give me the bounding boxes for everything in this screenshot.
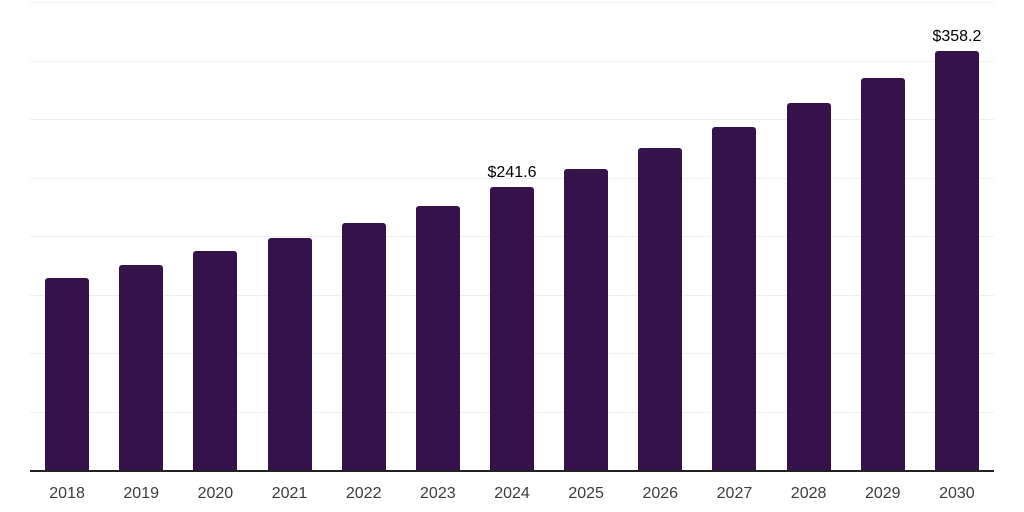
data-label-2024: $241.6 xyxy=(487,164,537,182)
x-tick-2021: 2021 xyxy=(271,485,308,502)
bar-2024 xyxy=(490,187,534,470)
bar-2029 xyxy=(860,78,905,470)
gridline-300 xyxy=(30,119,994,120)
bar-2020 xyxy=(193,251,238,470)
gridline-400 xyxy=(30,2,994,3)
x-tick-2024: 2024 xyxy=(494,485,530,502)
bar-2027 xyxy=(712,126,757,470)
x-tick-2025: 2025 xyxy=(568,485,604,502)
bar-2025 xyxy=(564,168,609,470)
bar-2018 xyxy=(45,277,90,470)
bar-2028 xyxy=(786,103,831,470)
bar-2023 xyxy=(415,205,460,470)
gridline-350 xyxy=(30,60,994,62)
x-tick-2020: 2020 xyxy=(197,485,234,502)
x-tick-2022: 2022 xyxy=(345,485,382,502)
bar-2022 xyxy=(341,222,386,470)
x-tick-2018: 2018 xyxy=(49,485,85,502)
x-tick-2027: 2027 xyxy=(716,485,753,502)
bar-2019 xyxy=(119,265,164,470)
bar-2026 xyxy=(638,148,683,470)
gridline-250 xyxy=(30,177,994,179)
x-tick-2019: 2019 xyxy=(123,485,159,502)
x-tick-2023: 2023 xyxy=(420,485,456,502)
x-tick-2029: 2029 xyxy=(864,485,901,502)
bar-2021 xyxy=(267,237,312,470)
data-label-2030: $358.2 xyxy=(932,27,982,45)
x-axis-line xyxy=(30,470,994,472)
bar-2030 xyxy=(934,50,979,470)
x-tick-2026: 2026 xyxy=(642,485,679,502)
x-tick-2030: 2030 xyxy=(939,485,975,502)
x-tick-2028: 2028 xyxy=(790,485,827,502)
